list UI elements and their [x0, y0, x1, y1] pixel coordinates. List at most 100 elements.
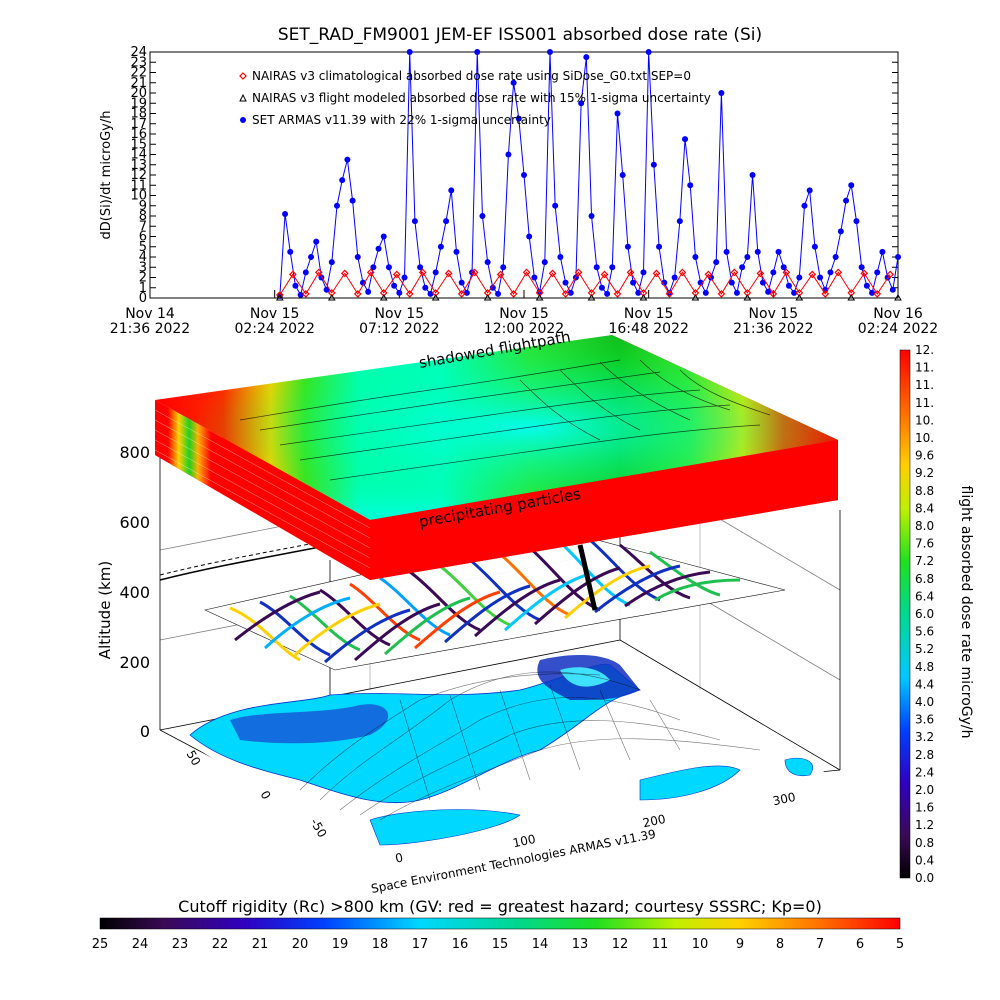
- data-point: [474, 49, 481, 55]
- data-point: [405, 290, 414, 298]
- data-point: [739, 264, 746, 271]
- data-point: [288, 270, 297, 279]
- legend: NAIRAS v3 climatological absorbed dose r…: [239, 69, 711, 127]
- colorbar-vertical-label: 4.4: [915, 677, 934, 691]
- data-point: [521, 172, 527, 178]
- colorbar-horizontal-label: 24: [132, 937, 149, 952]
- data-point: [275, 294, 284, 301]
- y-tick-label: 15: [130, 137, 147, 152]
- data-point: [406, 49, 413, 55]
- data-point: [821, 290, 830, 298]
- data-point: [682, 136, 689, 143]
- colorbar-vertical-label: 11.: [915, 361, 934, 375]
- data-point: [526, 233, 533, 240]
- data-point: [718, 90, 725, 96]
- x-tick-label-time: 02:24 2022: [858, 321, 938, 337]
- colorbar-vertical-label: 1.2: [915, 818, 934, 832]
- colorbar-horizontal-label: 9: [736, 937, 744, 952]
- data-point: [522, 268, 531, 277]
- colorbar-horizontal-label: 18: [372, 937, 389, 952]
- data-point: [334, 202, 340, 209]
- data-point: [567, 289, 574, 296]
- x-tick-label-time: 16:48 2022: [608, 321, 688, 337]
- series-armas: [276, 49, 901, 299]
- y-tick-label: 18: [130, 107, 147, 122]
- colorbar-horizontal-label: 17: [412, 937, 429, 952]
- latitude-tick-label: 0: [257, 788, 273, 802]
- altitude-tick-label: 800: [119, 443, 150, 462]
- data-point: [453, 248, 460, 255]
- y-tick-label: 12: [130, 168, 147, 183]
- data-point: [691, 294, 700, 301]
- data-point: [340, 269, 349, 278]
- colorbar-vertical-label: 2.8: [915, 748, 934, 762]
- series-line: [279, 271, 891, 296]
- data-point: [626, 268, 635, 277]
- data-point: [353, 290, 362, 298]
- data-point: [495, 290, 502, 297]
- data-point: [593, 264, 600, 271]
- data-point: [484, 259, 491, 266]
- data-point: [583, 54, 590, 61]
- data-point: [344, 156, 351, 163]
- data-point: [282, 210, 289, 217]
- data-point: [418, 268, 427, 277]
- colorbar-vertical-label: 2.0: [915, 783, 934, 797]
- y-tick-label: 10: [130, 189, 147, 204]
- data-point: [561, 290, 570, 298]
- colorbar-vertical-label: 7.6: [915, 537, 934, 551]
- x-tick-label-time: 21:36 2022: [110, 321, 190, 337]
- data-point: [401, 274, 408, 281]
- data-point: [531, 274, 538, 281]
- colorbar-horizontal: [99, 917, 901, 930]
- data-point: [292, 282, 299, 289]
- data-point: [604, 290, 611, 297]
- data-point: [650, 161, 657, 168]
- data-point: [665, 290, 674, 298]
- data-point: [895, 254, 901, 260]
- data-point: [562, 279, 569, 286]
- data-point: [422, 284, 429, 291]
- colorbar-horizontal-label: 16: [452, 937, 469, 952]
- colorbar-horizontal-label: 7: [816, 937, 824, 952]
- colorbar-vertical-label: 4.0: [915, 695, 934, 709]
- data-point: [744, 254, 751, 260]
- data-point: [443, 218, 450, 225]
- data-point: [588, 213, 595, 219]
- data-point: [392, 270, 401, 279]
- longitude-tick-label: 0: [394, 850, 404, 865]
- data-point: [385, 264, 392, 271]
- data-point: [639, 294, 648, 301]
- data-point: [687, 182, 694, 189]
- colorbar-vertical-label: 8.8: [915, 484, 934, 498]
- x-tick-label-date: Nov 15: [749, 306, 799, 322]
- data-point: [860, 269, 869, 278]
- series-line: [279, 51, 899, 297]
- data-point: [432, 269, 439, 276]
- data-point: [578, 100, 585, 107]
- data-point: [500, 264, 507, 271]
- altitude-tick-label: 200: [119, 653, 150, 672]
- data-point: [843, 197, 850, 204]
- data-point: [889, 286, 896, 293]
- data-point: [552, 202, 559, 209]
- flight-track-ribbon: [159, 529, 786, 671]
- colorbar-horizontal-label: 19: [332, 937, 349, 952]
- data-point: [314, 268, 323, 277]
- altitude-tick-labels: 0 200 400 600 800: [119, 443, 150, 741]
- data-point: [848, 182, 855, 189]
- x-tick-label-time: 21:36 2022: [733, 321, 813, 337]
- dose-rate-time-series: SET_RAD_FM9001 JEM-EF ISS001 absorbed do…: [99, 25, 938, 337]
- colorbar-horizontal-label: 13: [572, 937, 589, 952]
- data-point: [656, 243, 663, 250]
- data-point: [879, 248, 886, 255]
- latitude-tick-label: 50: [184, 748, 204, 768]
- x-tick-label-date: Nov 15: [375, 306, 425, 322]
- colorbar-vertical-label: 10.: [915, 431, 934, 445]
- y-tick-label: 3: [139, 260, 147, 275]
- data-point: [730, 268, 739, 277]
- data-point: [630, 279, 637, 286]
- x-tick-label-time: 07:12 2022: [359, 321, 439, 337]
